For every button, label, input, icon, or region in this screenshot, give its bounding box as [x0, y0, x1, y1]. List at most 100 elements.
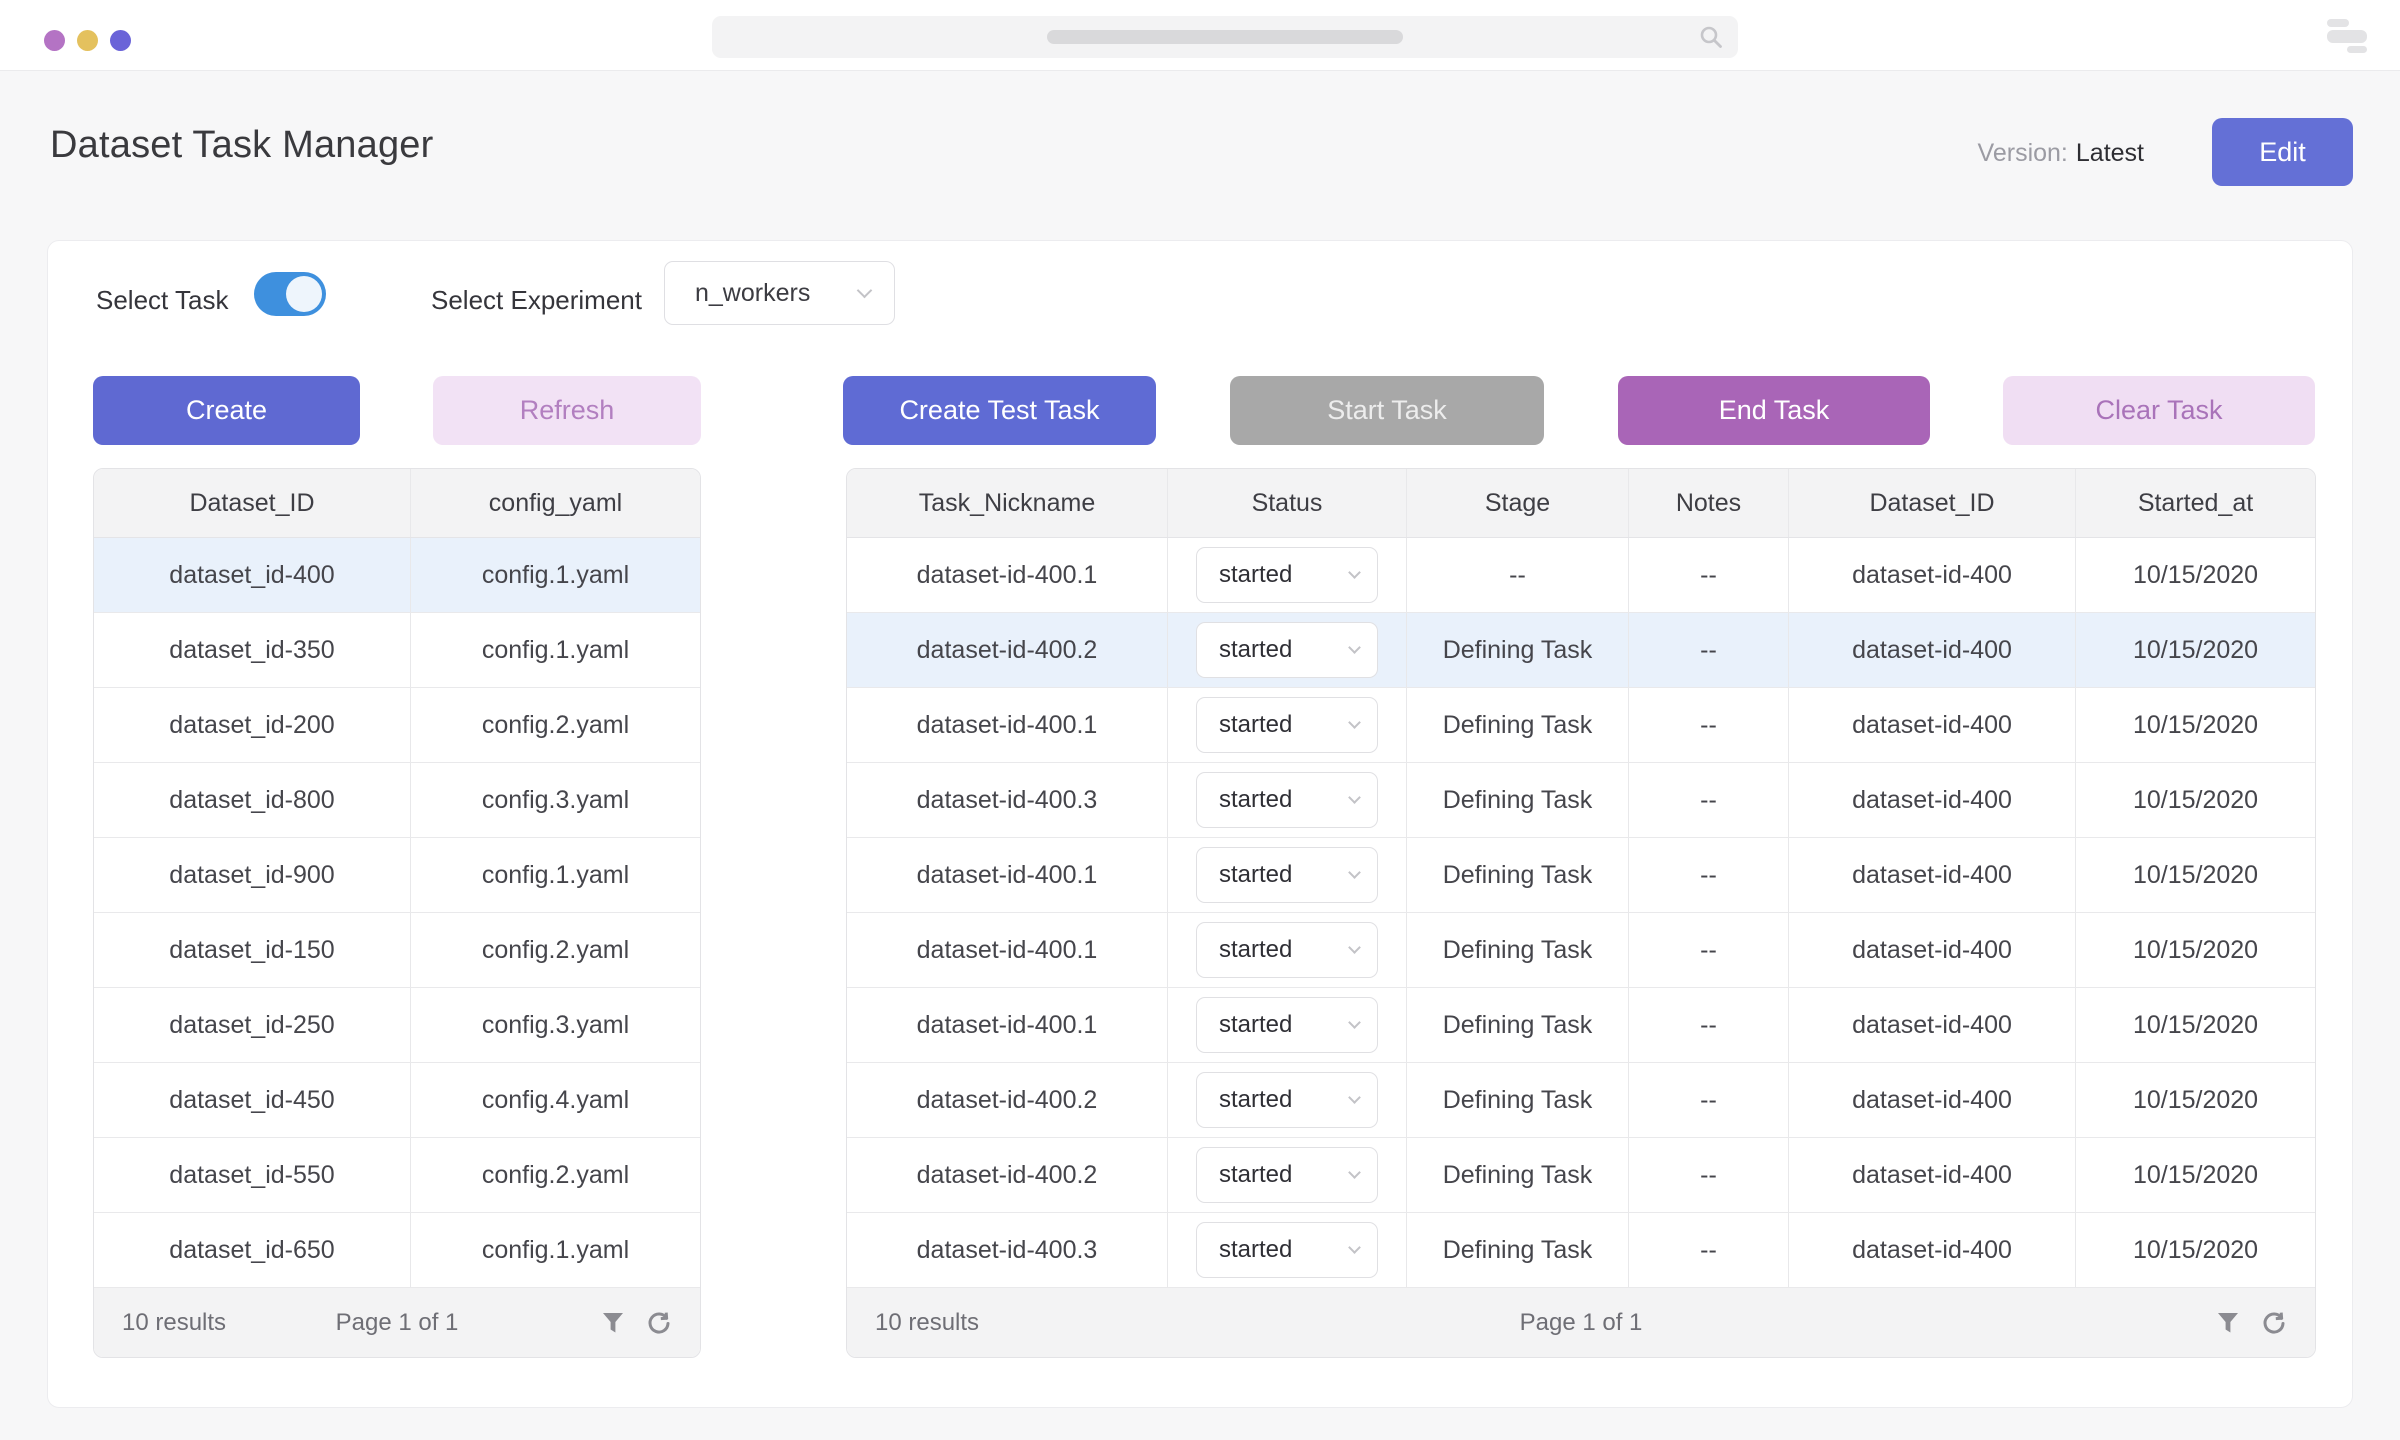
- status-select[interactable]: started: [1196, 922, 1378, 978]
- table-row[interactable]: dataset_id-350 config.1.yaml: [94, 613, 700, 688]
- cell-config-yaml: config.3.yaml: [481, 1010, 630, 1039]
- window-controls-bar: [2327, 19, 2349, 27]
- window-controls-bar: [2347, 46, 2367, 53]
- edit-button[interactable]: Edit: [2212, 118, 2353, 186]
- cell-status: started: [1168, 838, 1407, 912]
- cell-started-at: 10/15/2020: [2132, 710, 2259, 739]
- start-task-button[interactable]: Start Task: [1230, 376, 1544, 445]
- status-select[interactable]: started: [1196, 997, 1378, 1053]
- filter-icon[interactable]: [2215, 1310, 2241, 1336]
- table-row[interactable]: dataset-id-400.1 started Defining Task -- da…: [847, 688, 2315, 763]
- clear-task-button[interactable]: Clear Task: [2003, 376, 2315, 445]
- cell-status: started: [1168, 1213, 1407, 1287]
- column-header-dataset-id[interactable]: Dataset_ID: [94, 469, 411, 537]
- cell-stage: Defining Task: [1407, 1063, 1629, 1137]
- refresh-icon[interactable]: [2261, 1310, 2287, 1336]
- status-select[interactable]: started: [1196, 1147, 1378, 1203]
- cell-started-at: 10/15/2020: [2132, 635, 2259, 664]
- chevron-down-icon: [1348, 641, 1361, 654]
- table-row[interactable]: dataset-id-400.3 started Defining Task -- da…: [847, 763, 2315, 838]
- status-select[interactable]: started: [1196, 547, 1378, 603]
- version-value: Latest: [2075, 139, 2144, 167]
- cell-notes: --: [1629, 1138, 1789, 1212]
- cell-notes: --: [1629, 763, 1789, 837]
- window-dot-2[interactable]: [77, 30, 98, 51]
- chevron-down-icon: [1348, 1166, 1361, 1179]
- cell-dataset-id: dataset_id-200: [94, 688, 411, 762]
- table-row[interactable]: dataset_id-900 config.1.yaml: [94, 838, 700, 913]
- column-header-dataset-id[interactable]: Dataset_ID: [1789, 469, 2076, 537]
- filter-icon[interactable]: [600, 1310, 626, 1336]
- status-select-value: started: [1219, 636, 1293, 663]
- chevron-down-icon: [1348, 716, 1361, 729]
- table-row[interactable]: dataset-id-400.2 started Defining Task -- da…: [847, 1138, 2315, 1213]
- table-row[interactable]: dataset-id-400.3 started Defining Task -- da…: [847, 1213, 2315, 1288]
- window-dot-1[interactable]: [44, 30, 65, 51]
- table-row[interactable]: dataset_id-400 config.1.yaml: [94, 538, 700, 613]
- cell-task-nickname: dataset-id-400.2: [847, 613, 1168, 687]
- table-row[interactable]: dataset-id-400.1 started Defining Task -- da…: [847, 988, 2315, 1063]
- create-test-task-button[interactable]: Create Test Task: [843, 376, 1156, 445]
- cell-notes: --: [1629, 838, 1789, 912]
- task-table-footer: 10 results Page 1 of 1: [847, 1288, 2315, 1357]
- cell-notes: --: [1629, 913, 1789, 987]
- status-select[interactable]: started: [1196, 1072, 1378, 1128]
- cell-stage: Defining Task: [1407, 838, 1629, 912]
- table-row[interactable]: dataset_id-800 config.3.yaml: [94, 763, 700, 838]
- table-row[interactable]: dataset_id-200 config.2.yaml: [94, 688, 700, 763]
- status-select[interactable]: started: [1196, 697, 1378, 753]
- cell-dataset-id: dataset_id-400: [94, 538, 411, 612]
- status-select-value: started: [1219, 561, 1293, 588]
- table-row[interactable]: dataset_id-650 config.1.yaml: [94, 1213, 700, 1288]
- cell-config-yaml: config.1.yaml: [481, 560, 630, 589]
- cell-dataset-id: dataset_id-350: [94, 613, 411, 687]
- results-count: 10 results: [122, 1308, 227, 1336]
- table-row[interactable]: dataset-id-400.1 started Defining Task -- da…: [847, 913, 2315, 988]
- cell-started-at: 10/15/2020: [2132, 1085, 2259, 1114]
- cell-dataset-id: dataset-id-400: [1789, 1138, 2076, 1212]
- column-header-started-at[interactable]: Started_at: [2137, 488, 2254, 517]
- table-row[interactable]: dataset_id-550 config.2.yaml: [94, 1138, 700, 1213]
- cell-status: started: [1168, 1063, 1407, 1137]
- table-row[interactable]: dataset-id-400.1 started -- -- dataset-id-40…: [847, 538, 2315, 613]
- cell-dataset-id: dataset-id-400: [1789, 988, 2076, 1062]
- status-select-value: started: [1219, 1161, 1293, 1188]
- status-select[interactable]: started: [1196, 847, 1378, 903]
- cell-dataset-id: dataset_id-900: [94, 838, 411, 912]
- experiment-select[interactable]: n_workers: [664, 261, 895, 325]
- refresh-button[interactable]: Refresh: [433, 376, 701, 445]
- table-row[interactable]: dataset_id-150 config.2.yaml: [94, 913, 700, 988]
- column-header-notes[interactable]: Notes: [1629, 469, 1789, 537]
- status-select[interactable]: started: [1196, 622, 1378, 678]
- column-header-status[interactable]: Status: [1168, 469, 1407, 537]
- cell-notes: --: [1629, 1063, 1789, 1137]
- cell-task-nickname: dataset-id-400.1: [847, 688, 1168, 762]
- address-search-bar[interactable]: [712, 16, 1738, 58]
- select-task-toggle[interactable]: [254, 272, 326, 316]
- refresh-icon[interactable]: [646, 1310, 672, 1336]
- cell-notes: --: [1629, 1213, 1789, 1287]
- cell-started-at: 10/15/2020: [2132, 1235, 2259, 1264]
- dataset-table-body: dataset_id-400 config.1.yaml dataset_id-35…: [94, 538, 700, 1288]
- table-row[interactable]: dataset-id-400.2 started Defining Task -- da…: [847, 613, 2315, 688]
- status-select[interactable]: started: [1196, 1222, 1378, 1278]
- cell-config-yaml: config.1.yaml: [481, 860, 630, 889]
- column-header-task-nickname[interactable]: Task_Nickname: [847, 469, 1168, 537]
- cell-task-nickname: dataset-id-400.3: [847, 1213, 1168, 1287]
- end-task-button[interactable]: End Task: [1618, 376, 1930, 445]
- table-row[interactable]: dataset_id-450 config.4.yaml: [94, 1063, 700, 1138]
- create-button[interactable]: Create: [93, 376, 360, 445]
- chevron-down-icon: [856, 282, 873, 299]
- table-row[interactable]: dataset-id-400.2 started Defining Task -- da…: [847, 1063, 2315, 1138]
- table-row[interactable]: dataset_id-250 config.3.yaml: [94, 988, 700, 1063]
- table-row[interactable]: dataset-id-400.1 started Defining Task -- da…: [847, 838, 2315, 913]
- column-header-stage[interactable]: Stage: [1407, 469, 1629, 537]
- results-count: 10 results: [875, 1308, 980, 1336]
- cell-started-at: 10/15/2020: [2132, 560, 2259, 589]
- window-dot-3[interactable]: [110, 30, 131, 51]
- status-select-value: started: [1219, 936, 1293, 963]
- column-header-config-yaml[interactable]: config_yaml: [488, 488, 623, 517]
- cell-stage: Defining Task: [1407, 1213, 1629, 1287]
- window-controls-icon[interactable]: [2327, 19, 2367, 54]
- status-select[interactable]: started: [1196, 772, 1378, 828]
